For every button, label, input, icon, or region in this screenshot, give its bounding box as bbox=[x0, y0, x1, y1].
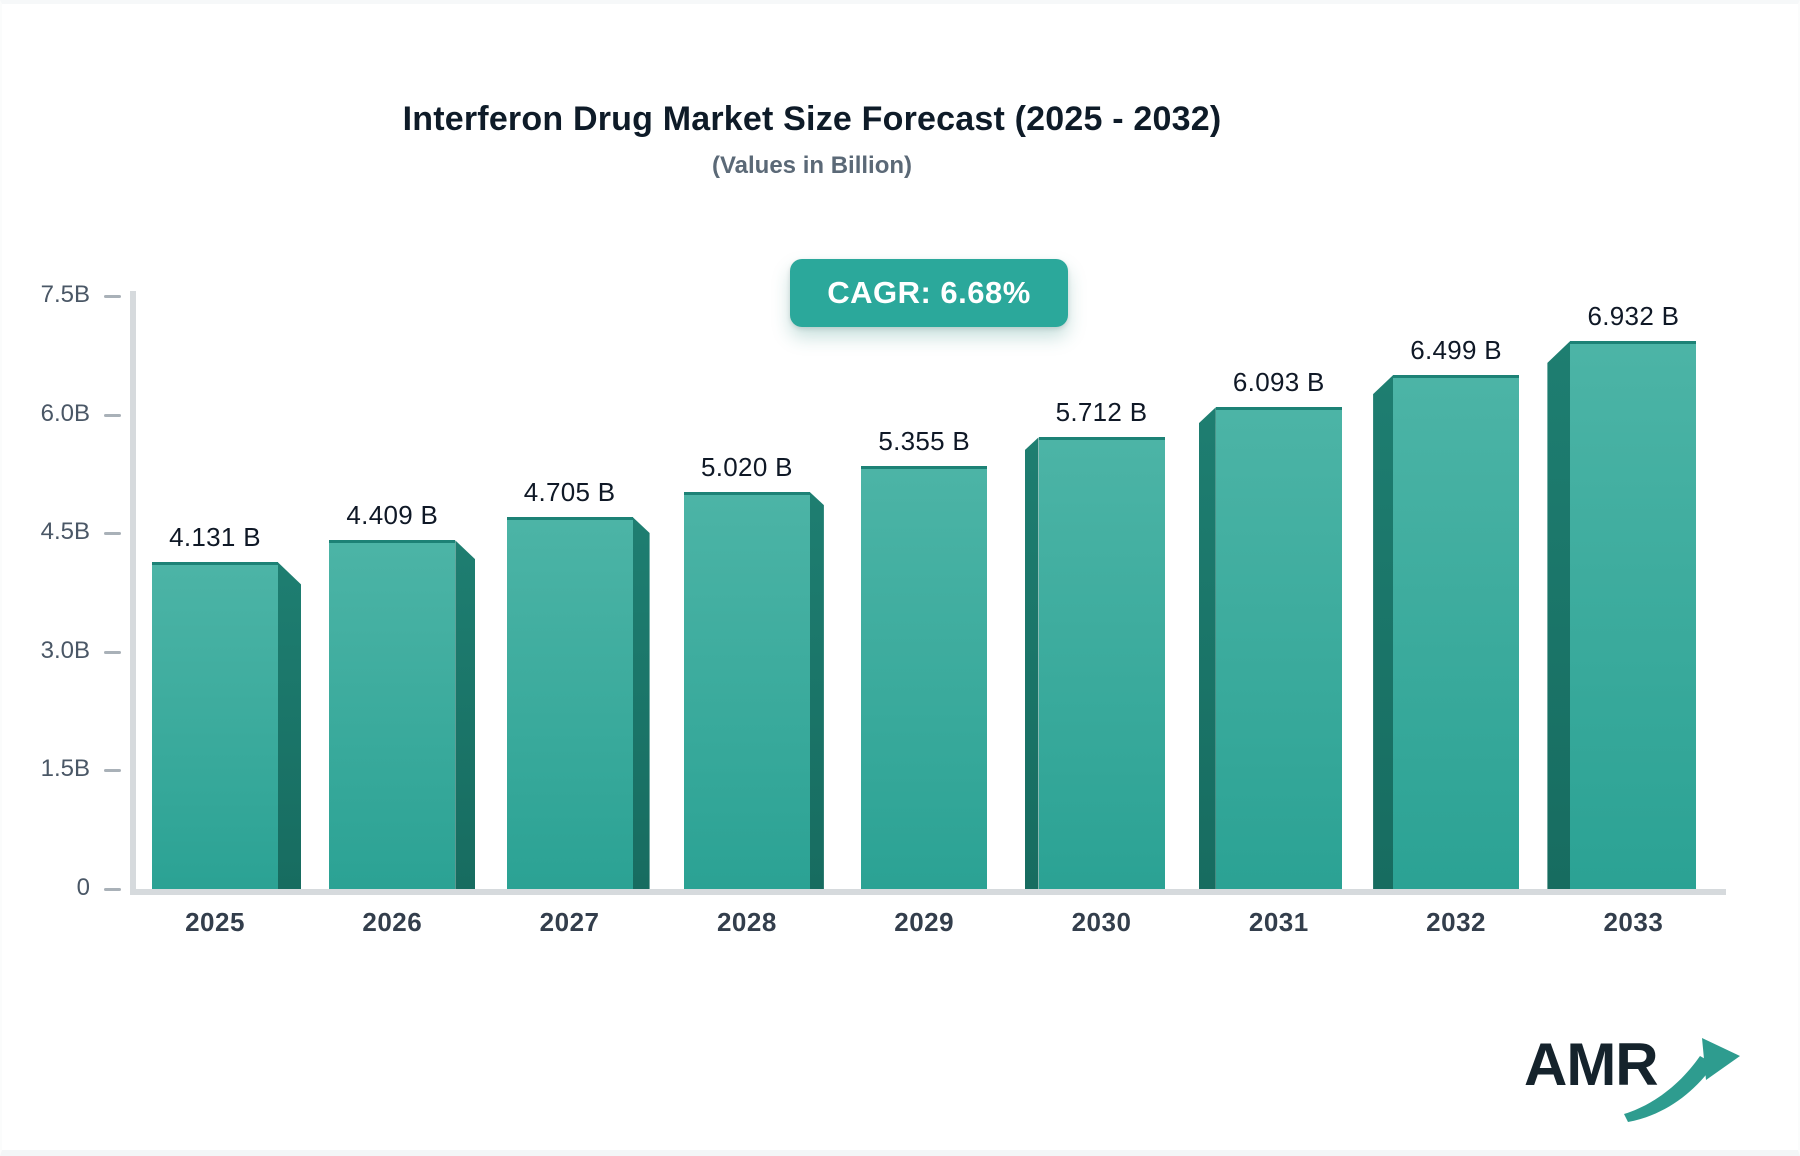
y-tick-dash bbox=[104, 295, 121, 298]
y-tick-dash bbox=[104, 888, 121, 891]
y-tick-dash bbox=[104, 413, 121, 417]
x-axis-label-2027: 2027 bbox=[539, 907, 600, 937]
y-tick-dash bbox=[104, 532, 121, 536]
bar-side-2030 bbox=[1024, 437, 1039, 889]
y-tick-dash bbox=[104, 769, 121, 773]
bar-2027 bbox=[506, 516, 633, 889]
amr-logo: AMR bbox=[1524, 1030, 1740, 1122]
bar-side-2028 bbox=[809, 492, 824, 889]
bar-value-label-2032: 6.499 B bbox=[1410, 335, 1502, 366]
bar-side-2026 bbox=[455, 540, 476, 889]
x-axis-label-2032: 2032 bbox=[1426, 907, 1487, 937]
x-axis-label-2030: 2030 bbox=[1071, 907, 1132, 937]
y-tick-label: 7.5B bbox=[40, 281, 90, 308]
x-axis-line bbox=[130, 889, 1726, 895]
cagr-badge: CAGR: 6.68% bbox=[790, 259, 1068, 327]
bar-value-label-2031: 6.093 B bbox=[1232, 367, 1325, 398]
bar-side-2027 bbox=[632, 516, 650, 889]
bar-side-2033 bbox=[1547, 340, 1571, 889]
bar-side-2032 bbox=[1373, 375, 1394, 889]
bar-value-label-2026: 4.409 B bbox=[346, 500, 439, 531]
bar-2026 bbox=[329, 540, 456, 889]
x-axis-label-2033: 2033 bbox=[1603, 907, 1664, 937]
bar-value-label-2033: 6.932 B bbox=[1587, 300, 1680, 331]
amr-logo-text: AMR bbox=[1524, 1031, 1659, 1098]
bar-side-2031 bbox=[1198, 407, 1216, 889]
bar-2033 bbox=[1570, 340, 1697, 889]
bar-value-label-2028: 5.020 B bbox=[701, 452, 793, 483]
chart-subtitle: (Values in Billion) bbox=[711, 152, 913, 179]
bar-2029 bbox=[861, 465, 988, 889]
bar-value-label-2025: 4.131 B bbox=[169, 522, 261, 553]
growth-arrow-icon bbox=[1624, 1038, 1740, 1122]
y-tick-label: 0 bbox=[76, 874, 90, 901]
bar-value-label-2030: 5.712 B bbox=[1055, 397, 1148, 428]
y-tick-label: 3.0B bbox=[40, 636, 90, 664]
x-axis-label-2028: 2028 bbox=[716, 907, 777, 937]
x-axis-label-2031: 2031 bbox=[1248, 907, 1309, 937]
y-tick-label: 6.0B bbox=[40, 399, 90, 427]
bar-2025 bbox=[152, 562, 278, 889]
x-axis-label-2025: 2025 bbox=[185, 907, 245, 937]
bar-value-label-2029: 5.355 B bbox=[878, 425, 971, 456]
bar-side-2025 bbox=[278, 562, 301, 889]
chart-title: Interferon Drug Market Size Forecast (20… bbox=[402, 100, 1222, 138]
x-axis-label-2026: 2026 bbox=[362, 907, 423, 937]
bar-value-label-2027: 4.705 B bbox=[523, 476, 616, 507]
y-tick-label: 4.5B bbox=[40, 518, 90, 546]
x-axis-label-2029: 2029 bbox=[894, 907, 955, 937]
y-tick-dash bbox=[104, 650, 121, 654]
y-axis-line bbox=[130, 291, 136, 894]
bar-2032 bbox=[1393, 375, 1520, 889]
bar-2031 bbox=[1215, 407, 1342, 889]
bar-2028 bbox=[683, 492, 810, 889]
y-tick-label: 1.5B bbox=[40, 755, 90, 783]
bar-2030 bbox=[1038, 437, 1165, 889]
